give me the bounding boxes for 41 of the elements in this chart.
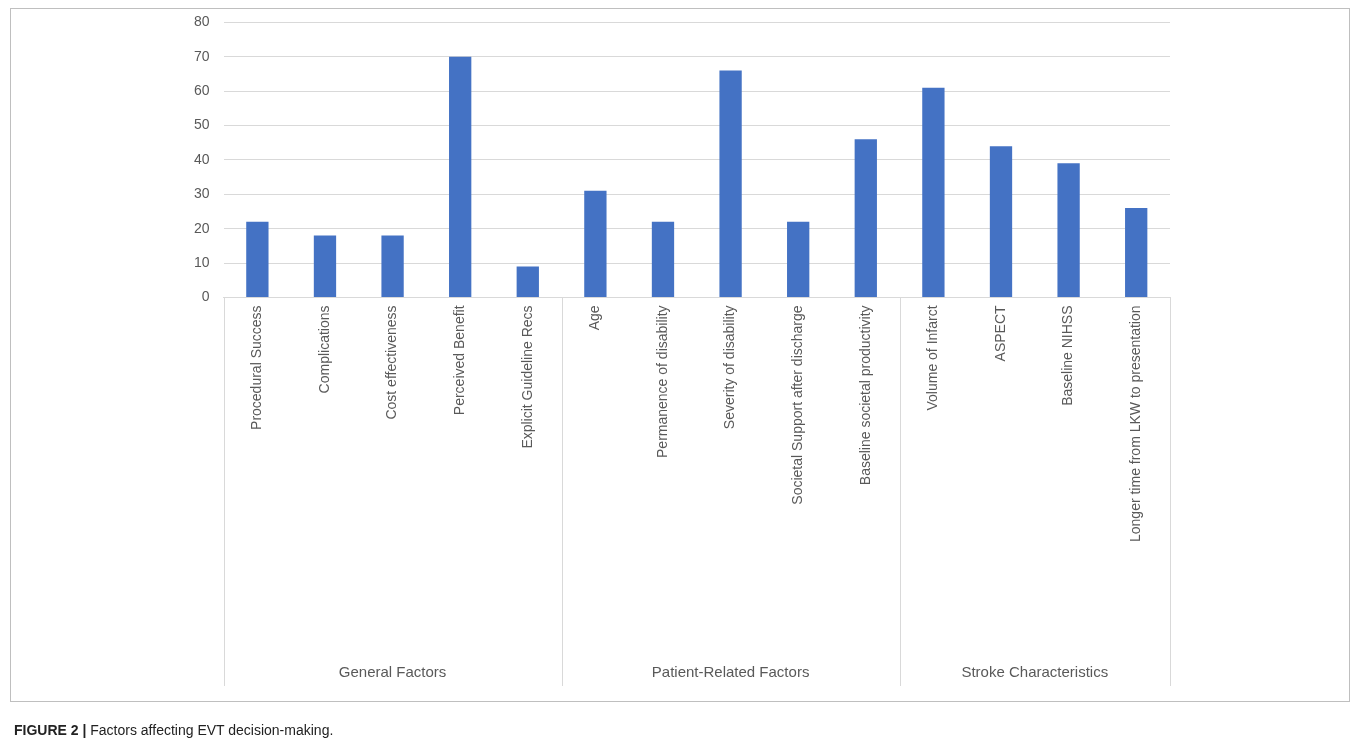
text: General Factors bbox=[338, 663, 447, 681]
y-tick-label: 20 bbox=[193, 219, 210, 236]
bar bbox=[584, 190, 607, 297]
text: Stroke Characteristics bbox=[961, 663, 1109, 681]
x-tick-label: Explicit Guideline Recs bbox=[518, 305, 535, 449]
x-tick-label: Baseline NIHSS bbox=[1059, 305, 1076, 406]
y-tick-label: 80 bbox=[193, 13, 210, 30]
bar bbox=[246, 221, 269, 297]
bar bbox=[516, 266, 539, 297]
y-tick-label: 70 bbox=[193, 47, 210, 64]
x-tick-label: Societal Support after discharge bbox=[789, 305, 806, 505]
x-tick-label: Severity of disability bbox=[721, 305, 738, 430]
x-tick-label: Complications bbox=[315, 305, 332, 394]
x-tick-label: Perceived Benefit bbox=[451, 305, 468, 416]
bar bbox=[651, 221, 675, 297]
bar bbox=[381, 235, 404, 297]
x-tick-label: Longer time from LKW to presentation bbox=[1127, 305, 1144, 542]
x-tick-label: Permanence of disability bbox=[653, 305, 670, 458]
x-tick-label: Volume of Infarct bbox=[924, 305, 941, 411]
x-tick-label: Procedural Success bbox=[248, 305, 265, 430]
x-tick-label: Baseline societal productivity bbox=[856, 305, 873, 486]
x-tick-label: Cost effectiveness bbox=[383, 305, 400, 420]
bar bbox=[989, 146, 1013, 297]
y-tick-label: 40 bbox=[193, 150, 210, 167]
bar bbox=[787, 221, 810, 297]
bar bbox=[719, 70, 742, 297]
x-tick-label: ASPECT bbox=[991, 305, 1008, 362]
y-tick-label: 60 bbox=[193, 82, 210, 99]
y-tick-label: 50 bbox=[193, 116, 210, 133]
y-tick-label: 0 bbox=[201, 288, 210, 305]
text: FIGURE 2 | Factors affecting EVT decision-making. bbox=[14, 722, 334, 738]
text: Patient-Related Factors bbox=[651, 663, 810, 681]
bar bbox=[854, 139, 877, 297]
bar bbox=[1125, 208, 1148, 297]
bar bbox=[449, 56, 472, 297]
bar bbox=[1057, 163, 1080, 297]
bar bbox=[313, 235, 337, 297]
x-tick-label: Age bbox=[586, 305, 603, 331]
y-tick-label: 10 bbox=[193, 253, 210, 270]
y-tick-label: 30 bbox=[193, 185, 210, 202]
bar bbox=[922, 87, 945, 297]
